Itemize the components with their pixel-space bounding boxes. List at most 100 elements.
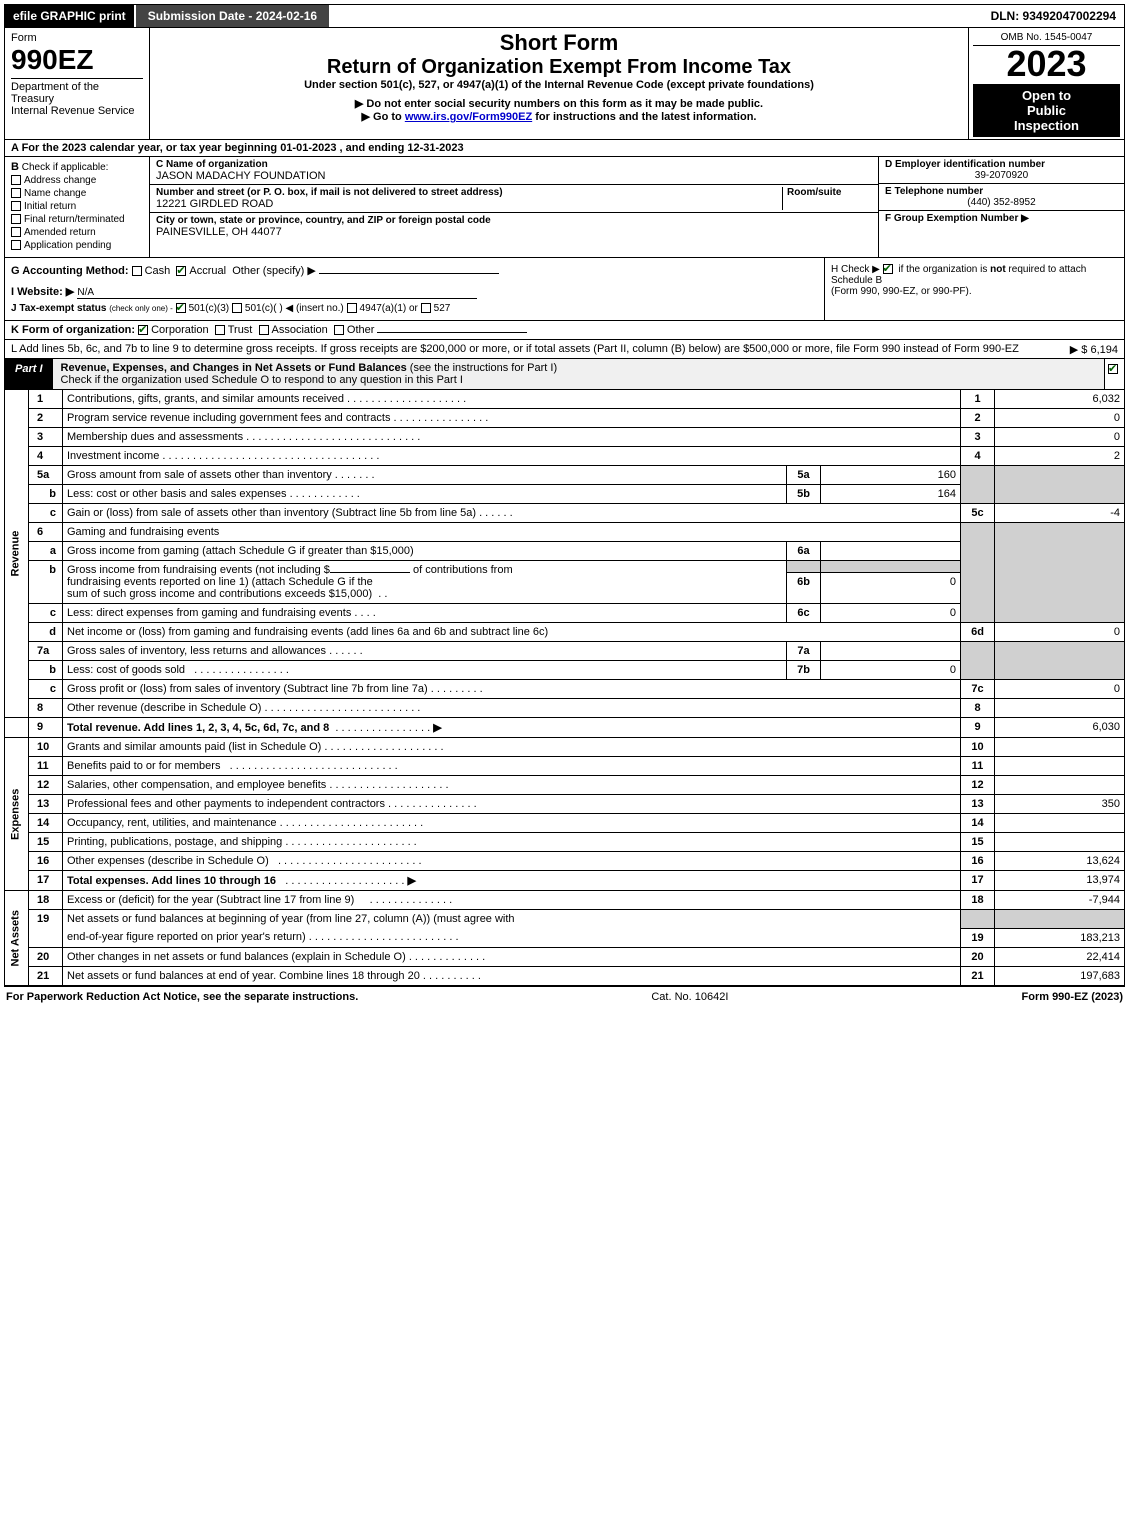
col-11: 11 — [961, 757, 995, 776]
col-7c: 7c — [961, 680, 995, 699]
ln-2: 2 — [29, 409, 63, 428]
part-i-sub: Check if the organization used Schedule … — [61, 374, 463, 386]
table-row: a Gross income from gaming (attach Sched… — [5, 542, 1125, 561]
irs-link[interactable]: www.irs.gov/Form990EZ — [405, 111, 532, 123]
col-c: C Name of organization JASON MADACHY FOU… — [150, 157, 879, 257]
table-row: b Gross income from fundraising events (… — [5, 561, 1125, 573]
chk-cash[interactable] — [132, 266, 142, 276]
chk-initial-return[interactable]: Initial return — [11, 201, 143, 212]
chk-name-change[interactable]: Name change — [11, 188, 143, 199]
ln-20: 20 — [29, 947, 63, 966]
mid-5b: 5b — [787, 485, 821, 504]
desc-7c: Gross profit or (loss) from sales of inv… — [63, 680, 961, 699]
col-17: 17 — [961, 871, 995, 891]
desc-16: Other expenses (describe in Schedule O) … — [63, 852, 961, 871]
h-pre: H Check ▶ — [831, 264, 880, 275]
ln-9: 9 — [29, 718, 63, 738]
col-13: 13 — [961, 795, 995, 814]
i-label: I Website: ▶ — [11, 286, 74, 298]
other-org-input[interactable] — [377, 332, 527, 333]
midval-6b: 0 — [821, 572, 961, 603]
chk-501c3[interactable] — [176, 303, 186, 313]
table-row: b Less: cost of goods sold . . . . . . .… — [5, 661, 1125, 680]
chk-amended-return[interactable]: Amended return — [11, 227, 143, 238]
j-4947: 4947(a)(1) or — [360, 303, 418, 314]
c-name-label: C Name of organization — [156, 159, 872, 170]
table-row: 21 Net assets or fund balances at end of… — [5, 966, 1125, 985]
ln-10: 10 — [29, 738, 63, 757]
ln-17: 17 — [29, 871, 63, 891]
midval-7a — [821, 642, 961, 661]
cash-label: Cash — [145, 265, 171, 277]
instructions-link-row: ▶ Go to www.irs.gov/Form990EZ for instru… — [156, 110, 962, 123]
desc-6a: Gross income from gaming (attach Schedul… — [63, 542, 787, 561]
desc-9: Total revenue. Add lines 1, 2, 3, 4, 5c,… — [63, 718, 961, 738]
midval-5b: 164 — [821, 485, 961, 504]
table-row: 2 Program service revenue including gove… — [5, 409, 1125, 428]
chk-h[interactable] — [883, 264, 893, 274]
part-i-header: Part I Revenue, Expenses, and Changes in… — [4, 359, 1125, 390]
chk-trust[interactable] — [215, 325, 225, 335]
ln-6d: d — [29, 623, 63, 642]
k-corp: Corporation — [151, 324, 208, 336]
part-i-title-box: Revenue, Expenses, and Changes in Net As… — [53, 359, 1104, 389]
grey-6 — [961, 523, 995, 623]
table-row: 8 Other revenue (describe in Schedule O)… — [5, 699, 1125, 718]
chk-accrual[interactable] — [176, 266, 186, 276]
part-i-check[interactable] — [1104, 359, 1124, 389]
col-3: 3 — [961, 428, 995, 447]
midval-6b-grey — [821, 561, 961, 573]
ln-18: 18 — [29, 891, 63, 910]
j-small: (check only one) - — [109, 304, 173, 313]
ln-5b: b — [29, 485, 63, 504]
efile-label[interactable]: efile GRAPHIC print — [5, 5, 134, 27]
chk-4947[interactable] — [347, 303, 357, 313]
ln-8: 8 — [29, 699, 63, 718]
table-row: 4 Investment income . . . . . . . . . . … — [5, 447, 1125, 466]
ssn-warning: ▶ Do not enter social security numbers o… — [156, 97, 962, 110]
table-row: 19 Net assets or fund balances at beginn… — [5, 910, 1125, 929]
chk-application-pending[interactable]: Application pending — [11, 240, 143, 251]
d-label: D Employer identification number — [885, 159, 1118, 170]
col-6d: 6d — [961, 623, 995, 642]
table-row: 5a Gross amount from sale of assets othe… — [5, 466, 1125, 485]
table-row: 7a Gross sales of inventory, less return… — [5, 642, 1125, 661]
chk-corp[interactable] — [138, 325, 148, 335]
chk-assoc[interactable] — [259, 325, 269, 335]
other-specify-input[interactable] — [319, 273, 499, 274]
desc-11: Benefits paid to or for members . . . . … — [63, 757, 961, 776]
website-value: N/A — [77, 287, 477, 299]
table-row: 9 Total revenue. Add lines 1, 2, 3, 4, 5… — [5, 718, 1125, 738]
ln-15: 15 — [29, 833, 63, 852]
amt-18: -7,944 — [995, 891, 1125, 910]
submission-date: Submission Date - 2024-02-16 — [134, 5, 329, 27]
col-9: 9 — [961, 718, 995, 738]
chk-other-org[interactable] — [334, 325, 344, 335]
mid-6b: 6b — [787, 572, 821, 603]
row-gh: G Accounting Method: Cash Accrual Other … — [4, 258, 1125, 321]
room-label: Room/suite — [787, 187, 872, 198]
chk-501c[interactable] — [232, 303, 242, 313]
greyamt-19 — [995, 910, 1125, 929]
col-20: 20 — [961, 947, 995, 966]
grey-19 — [961, 910, 995, 929]
ln-1: 1 — [29, 390, 63, 409]
chk-final-return[interactable]: Final return/terminated — [11, 214, 143, 225]
chk-527[interactable] — [421, 303, 431, 313]
table-row: 15 Printing, publications, postage, and … — [5, 833, 1125, 852]
dln: DLN: 93492047002294 — [983, 5, 1124, 27]
desc-14: Occupancy, rent, utilities, and maintena… — [63, 814, 961, 833]
top-bar: efile GRAPHIC print Submission Date - 20… — [4, 4, 1125, 28]
chk-address-change[interactable]: Address change — [11, 175, 143, 186]
k-label: K Form of organization: — [11, 324, 135, 336]
j-label: J Tax-exempt status — [11, 303, 106, 314]
c-city-label: City or town, state or province, country… — [156, 215, 872, 226]
midval-7b: 0 — [821, 661, 961, 680]
open-to-public: Open to Public Inspection — [973, 84, 1120, 137]
desc-8: Other revenue (describe in Schedule O) .… — [63, 699, 961, 718]
desc-15: Printing, publications, postage, and shi… — [63, 833, 961, 852]
ln-6c: c — [29, 604, 63, 623]
desc-10: Grants and similar amounts paid (list in… — [63, 738, 961, 757]
col-18: 18 — [961, 891, 995, 910]
desc-12: Salaries, other compensation, and employ… — [63, 776, 961, 795]
